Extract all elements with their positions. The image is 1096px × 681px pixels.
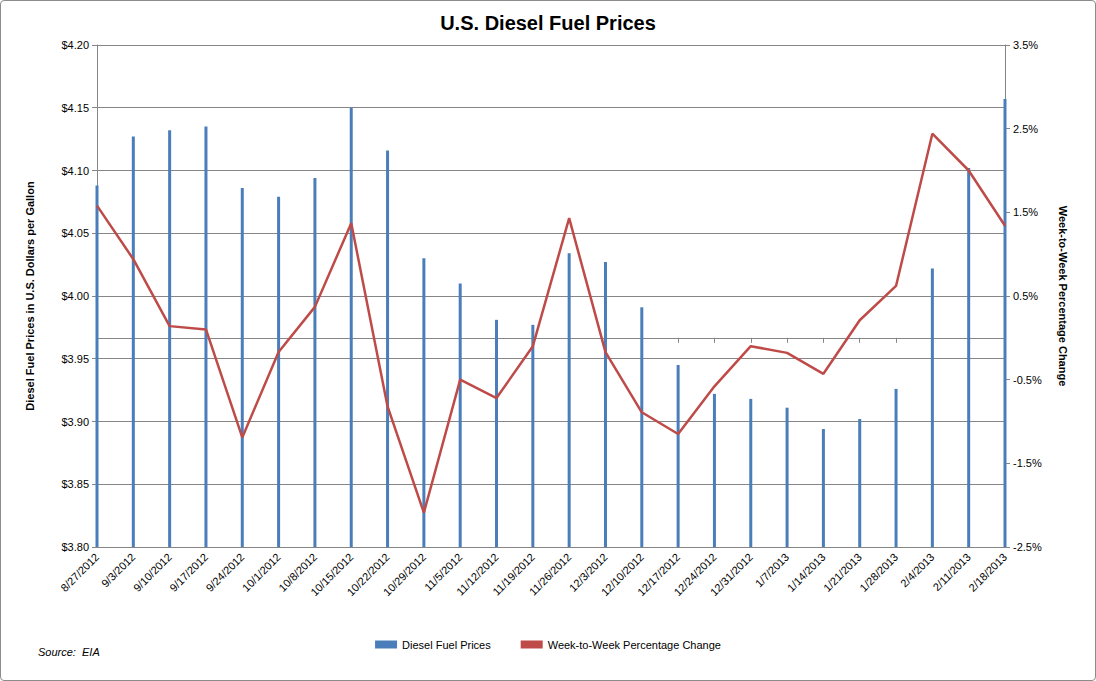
svg-text:2/4/2013: 2/4/2013 bbox=[897, 550, 937, 590]
svg-text:Diesel Fuel Prices: Diesel Fuel Prices bbox=[402, 639, 491, 651]
svg-text:8/27/2012: 8/27/2012 bbox=[58, 551, 101, 594]
svg-text:$4.15: $4.15 bbox=[61, 102, 89, 114]
svg-text:$3.85: $3.85 bbox=[61, 478, 89, 490]
svg-text:12/17/2012: 12/17/2012 bbox=[635, 550, 683, 599]
svg-text:1/21/2013: 1/21/2013 bbox=[821, 551, 864, 594]
svg-text:1.5%: 1.5% bbox=[1013, 206, 1038, 218]
svg-text:10/15/2012: 10/15/2012 bbox=[308, 550, 356, 599]
svg-text:10/29/2012: 10/29/2012 bbox=[381, 551, 428, 598]
svg-text:2/18/2013: 2/18/2013 bbox=[966, 551, 1009, 594]
svg-text:2.5%: 2.5% bbox=[1013, 123, 1038, 135]
svg-text:$4.10: $4.10 bbox=[61, 165, 89, 177]
svg-text:-0.5%: -0.5% bbox=[1013, 374, 1042, 386]
svg-text:11/19/2012: 11/19/2012 bbox=[490, 550, 538, 598]
svg-text:12/24/2012: 12/24/2012 bbox=[671, 550, 719, 599]
svg-text:Diesel Fuel Prices in U.S. Dol: Diesel Fuel Prices in U.S. Dollars per G… bbox=[24, 181, 36, 411]
svg-text:10/22/2012: 10/22/2012 bbox=[344, 550, 392, 599]
svg-text:10/8/2012: 10/8/2012 bbox=[276, 550, 320, 594]
svg-text:12/31/2012: 12/31/2012 bbox=[708, 551, 755, 598]
svg-text:9/10/2012: 9/10/2012 bbox=[131, 551, 174, 594]
svg-text:$4.00: $4.00 bbox=[61, 290, 89, 302]
svg-text:$4.20: $4.20 bbox=[61, 39, 89, 51]
svg-text:11/5/2012: 11/5/2012 bbox=[422, 550, 465, 594]
svg-text:11/12/2012: 11/12/2012 bbox=[454, 550, 501, 598]
svg-text:10/1/2012: 10/1/2012 bbox=[240, 551, 283, 594]
svg-text:$3.80: $3.80 bbox=[61, 541, 89, 553]
svg-text:1/28/2013: 1/28/2013 bbox=[857, 551, 900, 594]
svg-text:9/3/2012: 9/3/2012 bbox=[98, 550, 138, 590]
svg-text:12/10/2012: 12/10/2012 bbox=[598, 550, 646, 599]
svg-text:Source: EIA: Source: EIA bbox=[38, 646, 100, 658]
svg-text:Week-to-Week Percentage Change: Week-to-Week Percentage Change bbox=[548, 639, 721, 651]
svg-text:Week-to-Week Percentage Change: Week-to-Week Percentage Change bbox=[1057, 206, 1069, 387]
svg-text:11/26/2012: 11/26/2012 bbox=[527, 551, 574, 598]
svg-text:$4.05: $4.05 bbox=[61, 227, 89, 239]
svg-text:$3.95: $3.95 bbox=[61, 353, 89, 365]
svg-text:3.5%: 3.5% bbox=[1013, 39, 1038, 51]
svg-text:-1.5%: -1.5% bbox=[1013, 457, 1042, 469]
svg-text:2/11/2013: 2/11/2013 bbox=[930, 550, 973, 594]
svg-text:$3.90: $3.90 bbox=[61, 416, 89, 428]
svg-text:0.5%: 0.5% bbox=[1013, 290, 1038, 302]
svg-text:9/24/2012: 9/24/2012 bbox=[203, 551, 246, 594]
svg-text:-2.5%: -2.5% bbox=[1013, 541, 1042, 553]
svg-text:1/14/2013: 1/14/2013 bbox=[785, 551, 828, 594]
svg-text:12/3/2012: 12/3/2012 bbox=[566, 550, 610, 594]
svg-text:9/17/2012: 9/17/2012 bbox=[167, 551, 210, 594]
svg-text:1/7/2013: 1/7/2013 bbox=[752, 550, 792, 590]
svg-text:U.S. Diesel Fuel Prices: U.S. Diesel Fuel Prices bbox=[440, 12, 656, 34]
